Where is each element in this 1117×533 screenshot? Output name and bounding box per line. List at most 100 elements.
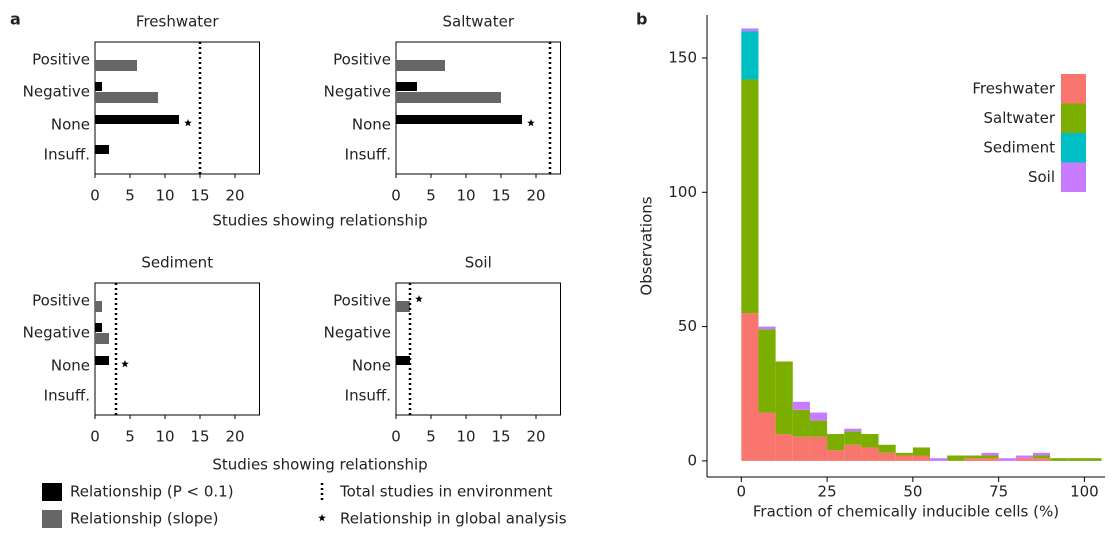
histogram-bar: [981, 458, 999, 461]
legend-label: Relationship in global analysis: [340, 510, 567, 528]
legend-swatch: [42, 483, 62, 501]
legend-label: Relationship (P < 0.1): [70, 483, 234, 501]
category-label: Negative: [23, 324, 90, 342]
x-axis-label: Studies showing relationship: [212, 456, 427, 474]
histogram-bar: [981, 452, 999, 456]
x-tick-label: 15: [491, 187, 510, 205]
category-label: Positive: [32, 51, 90, 69]
x-tick-label: 20: [225, 187, 244, 205]
histogram-bar: [895, 455, 913, 461]
x-axis-label: Fraction of chemically inducible cells (…: [753, 503, 1059, 521]
histogram-bar: [912, 455, 931, 461]
x-tick-label: 50: [903, 483, 922, 501]
legend-label: Soil: [1028, 168, 1055, 186]
histogram-bar: [809, 420, 828, 437]
y-axis-label: Observations: [638, 196, 656, 295]
legend-label: Saltwater: [984, 109, 1056, 127]
x-tick-label: 0: [90, 428, 100, 446]
x-tick-label: 0: [391, 187, 401, 205]
legend-swatch: [1061, 103, 1086, 133]
category-label: Insuff.: [44, 387, 90, 405]
histogram-bar: [1032, 452, 1051, 456]
histogram-bar: [878, 452, 896, 461]
category-label: Insuff.: [345, 146, 391, 164]
category-label: None: [51, 357, 90, 375]
histogram-bar: [964, 455, 982, 459]
x-tick-label: 20: [526, 428, 545, 446]
category-label: None: [352, 116, 391, 134]
legend-star: [318, 514, 326, 522]
plot-frame: [395, 282, 561, 416]
category-label: None: [51, 116, 90, 134]
x-tick-label: 15: [190, 187, 209, 205]
chart-title: Sediment: [141, 254, 213, 272]
x-tick-label: 10: [155, 428, 174, 446]
bar: [95, 115, 179, 124]
plot-frame: [395, 41, 561, 175]
bar: [396, 92, 501, 103]
panel-label: a: [10, 10, 21, 29]
x-tick-label: 10: [155, 187, 174, 205]
histogram-bar: [878, 444, 896, 453]
bar: [95, 92, 158, 103]
x-tick-label: 20: [526, 187, 545, 205]
histogram-bar: [981, 455, 999, 459]
histogram-bar: [844, 431, 862, 445]
y-tick-label: 150: [668, 48, 697, 66]
bar: [396, 115, 522, 124]
legend-label: Sediment: [983, 139, 1055, 157]
histogram-bar: [1084, 458, 1102, 461]
x-tick-label: 0: [737, 483, 747, 501]
bar: [95, 356, 109, 365]
category-label: Positive: [32, 292, 90, 310]
category-label: Negative: [23, 83, 90, 101]
histogram-bar: [775, 361, 793, 435]
category-label: Positive: [333, 292, 391, 310]
chart-title: Saltwater: [443, 13, 515, 31]
y-tick-label: 100: [668, 183, 697, 201]
chart-title: Soil: [465, 254, 492, 272]
histogram-bar: [861, 447, 879, 461]
x-axis-label: Studies showing relationship: [212, 212, 427, 230]
x-tick-label: 15: [491, 428, 510, 446]
histogram-bar: [792, 401, 810, 410]
histogram-bar: [998, 458, 1016, 461]
histogram-bar: [930, 458, 948, 461]
x-tick-label: 0: [90, 187, 100, 205]
histogram-bar: [1032, 458, 1051, 461]
chart-title: Freshwater: [136, 13, 219, 31]
x-tick-label: 100: [1070, 483, 1099, 501]
x-tick-label: 20: [225, 428, 244, 446]
histogram-bar: [1067, 458, 1085, 461]
global-marker: [415, 295, 423, 303]
global-marker: [121, 360, 129, 368]
bar: [95, 301, 102, 312]
bar: [95, 323, 102, 332]
histogram-bar: [1050, 458, 1068, 461]
histogram-bar: [741, 79, 759, 314]
legend-swatch: [1061, 133, 1086, 163]
bar: [396, 301, 410, 312]
bar: [95, 333, 109, 344]
category-label: Insuff.: [44, 146, 90, 164]
histogram-bar: [1032, 455, 1051, 459]
legend-label: Freshwater: [972, 80, 1055, 98]
histogram-bar: [861, 434, 879, 448]
histogram-bar: [827, 450, 845, 461]
histogram-bar: [758, 412, 776, 461]
category-label: Negative: [324, 324, 391, 342]
histogram-bar: [844, 444, 862, 461]
x-tick-label: 5: [426, 187, 436, 205]
legend-label: Relationship (slope): [70, 510, 218, 528]
histogram-bar: [792, 436, 810, 461]
histogram-bar: [792, 409, 810, 437]
histogram-bar: [758, 329, 776, 413]
y-tick-label: 50: [678, 317, 697, 335]
x-tick-label: 5: [125, 428, 135, 446]
legend-swatch: [1061, 162, 1086, 192]
histogram-bar: [741, 28, 759, 32]
histogram-bar: [827, 434, 845, 451]
x-tick-label: 5: [426, 428, 436, 446]
legend-swatch: [42, 510, 62, 528]
